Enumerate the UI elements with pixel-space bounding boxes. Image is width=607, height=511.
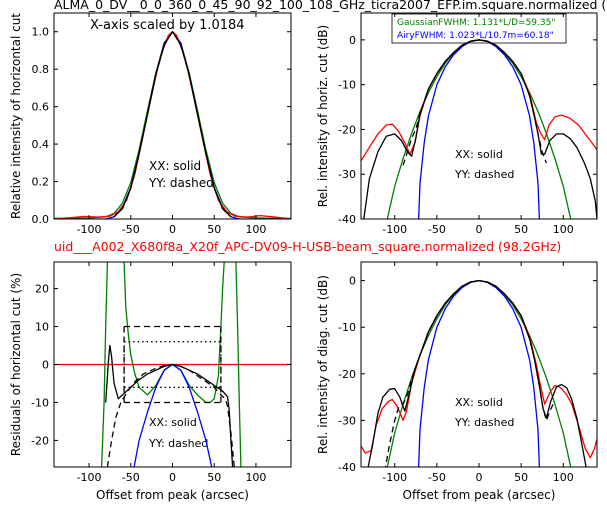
p2-annotation-yy: YY: dashed <box>454 168 514 181</box>
series-group-p3 <box>54 262 291 467</box>
y-tick-label-p3: 20 <box>35 283 49 296</box>
y-tick-label-p2: 0 <box>349 34 356 47</box>
y-tick-label-p4: -30 <box>338 414 356 427</box>
p4-annotation-yy: YY: dashed <box>454 416 514 429</box>
x-axis-label-p4: Offset from peak (arcsec) <box>403 488 556 502</box>
x-tick-label-p3: 0 <box>169 471 176 484</box>
x-tick-label-p1: -50 <box>122 223 140 236</box>
y-tick-label-p4: -40 <box>338 461 356 474</box>
series-line-p3-5 <box>105 344 234 467</box>
plot-panel-p3: XX: solid YY: dashed <box>148 416 208 450</box>
y-tick-label-p2: -20 <box>338 123 356 136</box>
y-tick-label-p1: 0.0 <box>32 213 50 226</box>
p4-annotation-xx: XX: solid <box>455 396 503 409</box>
series-line-p2-4 <box>402 39 548 166</box>
y-tick-label-p2: -10 <box>338 79 356 92</box>
plot-panel-p1: X-axis scaled by 1.0184 XX: solid YY: da… <box>90 18 245 190</box>
p2-legend-airy: AiryFWHM: 1.023*L/10.7m=60.18" <box>397 31 554 41</box>
x-tick-label-p1: 50 <box>207 223 221 236</box>
y-tick-label-p4: 0 <box>349 275 356 288</box>
p2-annotation-xx: XX: solid <box>455 148 503 161</box>
x-tick-label-p3: 50 <box>207 471 221 484</box>
x-tick-label-p1: 0 <box>169 223 176 236</box>
x-tick-label-p2: 100 <box>553 223 574 236</box>
x-tick-label-p4: 50 <box>514 471 528 484</box>
y-tick-label-p1: 0.6 <box>32 101 50 114</box>
y-tick-label-p1: 0.2 <box>32 176 50 189</box>
y-tick-label-p2: -30 <box>338 168 356 181</box>
x-tick-label-p4: 0 <box>476 471 483 484</box>
p3-annotation-yy: YY: dashed <box>148 437 208 450</box>
x-tick-label-p2: -100 <box>382 223 407 236</box>
y-tick-label-p1: 0.4 <box>32 138 50 151</box>
y-tick-label-p3: -10 <box>31 396 49 409</box>
p1-annotation-yy: YY: dashed <box>148 176 214 190</box>
series-group-p1 <box>54 31 291 219</box>
p1-annotation-scale: X-axis scaled by 1.0184 <box>90 18 245 33</box>
series-line-p1-4 <box>113 31 232 218</box>
y-axis-label-p3: Residuals of horizontal cut (%) <box>9 273 23 456</box>
x-tick-label-p3: 100 <box>245 471 266 484</box>
plot-panel-p2: GaussianFWHM: 1.131*L/D=59.35" AiryFWHM:… <box>397 18 555 181</box>
y-tick-label-p2: -40 <box>338 213 356 226</box>
y-tick-label-p4: -10 <box>338 321 356 334</box>
p2-legend-gaussian: GaussianFWHM: 1.131*L/D=59.35" <box>397 18 555 28</box>
y-axis-label-p1: Relative intensity of horizontal cut <box>9 13 23 219</box>
x-axis-label-p3: Offset from peak (arcsec) <box>96 488 249 502</box>
figure-title-mid: uid___A002_X680f8a_X20f_APC-DV09-H-USB-b… <box>54 239 561 254</box>
series-group-p2 <box>361 39 597 219</box>
series-line-p2-3 <box>363 39 597 219</box>
y-tick-label-p4: -20 <box>338 368 356 381</box>
x-tick-label-p2: -50 <box>428 223 446 236</box>
y-tick-label-p1: 1.0 <box>32 26 50 39</box>
x-tick-label-p2: 0 <box>476 223 483 236</box>
x-tick-label-p2: 50 <box>514 223 528 236</box>
x-tick-label-p1: -100 <box>77 223 102 236</box>
x-tick-label-p3: -50 <box>122 471 140 484</box>
y-tick-label-p3: 0 <box>42 359 49 372</box>
y-tick-label-p3: -20 <box>31 434 49 447</box>
x-tick-label-p4: -50 <box>428 471 446 484</box>
series-line-p4-3 <box>367 279 587 467</box>
series-line-p3-1 <box>100 262 109 467</box>
x-tick-label-p4: -100 <box>382 471 407 484</box>
p3-annotation-xx: XX: solid <box>149 416 197 429</box>
plot-panel-p4: XX: solid YY: dashed <box>454 396 514 429</box>
series-group-p4 <box>361 279 597 467</box>
p1-annotation-xx: XX: solid <box>149 159 201 173</box>
y-tick-label-p1: 0.8 <box>32 63 50 76</box>
x-tick-label-p4: 100 <box>553 471 574 484</box>
figure-title-top: ALMA_0_DV__0_0_360_0_45_90_92_100_108_GH… <box>54 0 606 12</box>
series-line-p3-3 <box>235 262 242 467</box>
y-axis-label-p2: Rel. intensity of horiz. cut (dB) <box>316 25 330 207</box>
y-axis-label-p4: Rel. intensity of diag. cut (dB) <box>316 275 330 454</box>
x-tick-label-p3: -100 <box>77 471 102 484</box>
series-line-p4-4 <box>384 279 554 467</box>
y-tick-label-p3: 10 <box>35 321 49 334</box>
chart-p1: -100 -50 0 50 100 0.0 0.2 0.4 0.6 0.8 1.0 Relative … <box>9 12 292 236</box>
x-tick-label-p1: 100 <box>245 223 266 236</box>
